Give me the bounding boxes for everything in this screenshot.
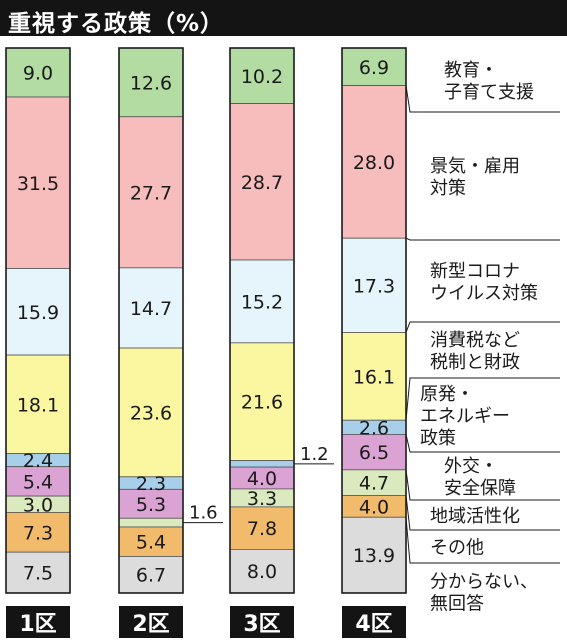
data-label-1-7: 3.0 [23, 494, 53, 516]
data-label-1-3: 15.9 [17, 302, 59, 324]
bar-segment-2-4 [118, 347, 184, 478]
data-label-2-7: 1.6 [189, 503, 218, 524]
legend-label-2-1: 景気・雇用 [430, 156, 520, 177]
legend-label-3-2: ウイルス対策 [430, 283, 538, 304]
legend-separator-5 [405, 434, 560, 453]
legend-separator-7 [405, 495, 560, 531]
bar-segment-4-4 [341, 332, 407, 421]
legend-separator-1 [405, 85, 560, 113]
data-label-2-1: 12.6 [130, 72, 172, 94]
legend-label-4-1: 消費税など [430, 330, 520, 351]
legend-label-1-2: 子育て支援 [444, 82, 534, 103]
data-label-4-6: 6.5 [359, 442, 389, 464]
data-label-3-9: 8.0 [247, 561, 277, 583]
data-label-1-4: 18.1 [17, 394, 59, 416]
legend-separator-3 [405, 321, 560, 333]
data-label-4-4: 16.1 [353, 366, 395, 388]
data-label-3-7: 3.3 [247, 488, 277, 510]
bar-frame-3 [229, 47, 295, 594]
legend-label-4-2: 税制と財政 [430, 352, 520, 373]
category-label-3: 3区 [243, 612, 280, 637]
legend-label-8-1: その他 [430, 538, 484, 559]
data-label-2-8: 5.4 [136, 532, 166, 554]
legend-separator-8 [405, 517, 560, 564]
bar-segment-3-3 [229, 259, 295, 344]
bar-segment-4-3 [341, 237, 407, 333]
legend-label-7-1: 地域活性化 [430, 506, 520, 527]
data-label-2-2: 27.7 [130, 182, 172, 204]
bar-segment-1-4 [5, 354, 71, 455]
data-label-2-3: 14.7 [130, 298, 172, 320]
legend-label-3-1: 新型コロナ [430, 261, 520, 282]
chart-title: 重視する政策（%） [8, 11, 225, 37]
data-label-4-5: 2.6 [359, 417, 389, 439]
category-box-4 [342, 606, 406, 638]
bar-frame-2 [118, 47, 184, 594]
legend-label-5-3: 政策 [420, 428, 456, 449]
legend-separator-4 [405, 377, 560, 421]
data-label-2-5: 2.3 [136, 473, 166, 495]
data-label-4-1: 6.9 [359, 57, 389, 79]
bar-segment-3-5 [229, 460, 295, 468]
category-label-4: 4区 [355, 612, 392, 637]
data-label-4-9: 13.9 [353, 545, 395, 567]
legend-label-5-1: 原発・ [420, 384, 474, 405]
bar-segment-3-1 [229, 47, 295, 104]
legend-label-9-1: 分からない、 [430, 572, 538, 593]
bar-segment-2-3 [118, 267, 184, 349]
data-label-3-8: 7.8 [247, 518, 277, 540]
data-label-3-6: 4.0 [247, 468, 277, 490]
category-box-2 [119, 606, 183, 638]
bar-segment-3-4 [229, 342, 295, 461]
legend-label-9-2: 無回答 [430, 594, 484, 615]
data-label-2-4: 23.6 [130, 402, 172, 424]
data-label-4-2: 28.0 [353, 152, 395, 174]
category-box-1 [6, 606, 70, 638]
bar-segment-4-9 [341, 516, 407, 594]
data-label-4-8: 4.0 [359, 496, 389, 518]
legend-separator-6 [405, 469, 560, 501]
data-label-3-4: 21.6 [241, 392, 283, 414]
legend-label-1-1: 教育・ [444, 60, 498, 81]
data-label-2-9: 6.7 [136, 565, 166, 587]
legend-label-6-2: 安全保障 [444, 478, 516, 499]
data-label-1-5: 2.4 [23, 450, 53, 472]
category-label-1: 1区 [19, 612, 56, 637]
category-box-3 [230, 606, 294, 638]
data-label-1-9: 7.5 [23, 563, 53, 585]
data-label-1-6: 5.4 [23, 471, 53, 493]
bar-segment-4-2 [341, 85, 407, 239]
bar-segment-2-2 [118, 116, 184, 269]
bar-segment-2-9 [118, 556, 184, 594]
legend-label-2-2: 対策 [430, 178, 466, 199]
bar-segment-3-9 [229, 549, 295, 594]
data-label-3-1: 10.2 [241, 66, 283, 88]
data-label-3-3: 15.2 [241, 291, 283, 313]
bar-frame-1 [5, 47, 71, 594]
data-label-4-3: 17.3 [353, 275, 395, 297]
data-label-4-7: 4.7 [359, 473, 389, 495]
data-label-1-8: 7.3 [23, 522, 53, 544]
legend-label-5-2: エネルギー [420, 406, 510, 427]
legend-label-6-1: 外交・ [444, 456, 498, 477]
category-label-2: 2区 [132, 612, 169, 637]
bar-segment-1-9 [5, 551, 71, 594]
bar-segment-3-2 [229, 103, 295, 261]
bar-segment-2-7 [118, 517, 184, 528]
bar-frame-4 [341, 47, 407, 594]
legend-separator-2 [405, 237, 560, 241]
title-bar: 重視する政策（%） [0, 0, 567, 37]
data-label-2-6: 5.3 [136, 494, 166, 516]
data-label-1-2: 31.5 [17, 173, 59, 195]
bar-segment-4-1 [341, 47, 407, 87]
data-label-3-2: 28.7 [241, 172, 283, 194]
data-label-1-1: 9.0 [23, 63, 53, 85]
data-label-3-5: 1.2 [300, 444, 329, 465]
